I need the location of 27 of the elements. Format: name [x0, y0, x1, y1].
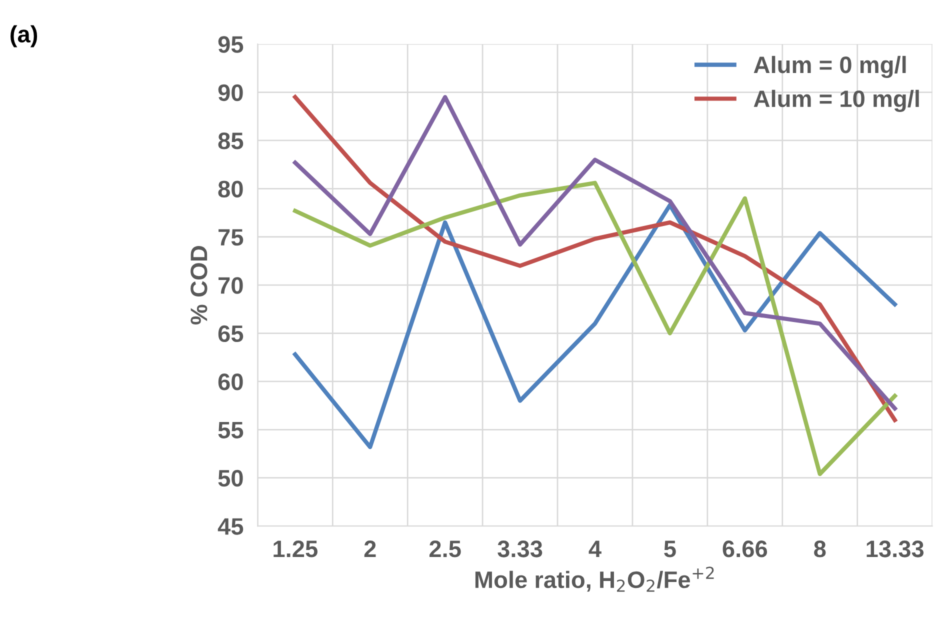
y-tick-label: 90	[218, 84, 243, 102]
x-tick-label: 2	[364, 540, 376, 558]
y-axis-title: % COD	[190, 246, 208, 324]
y-tick-label: 75	[218, 229, 244, 246]
legend-label: Alum = 10 mg/l	[754, 90, 919, 112]
x-axis-title: Mole ratio, H$_{2}$O$_{2}$/Fe$^{+2}$	[475, 566, 714, 592]
x-tick-label: 1.25	[274, 540, 318, 558]
x-tick-label: 4	[588, 540, 602, 558]
y-tick-label: 50	[218, 470, 243, 487]
x-tick-label: 5	[664, 540, 676, 558]
text: (a)	[10, 25, 38, 48]
y-tick-label: 95	[218, 36, 244, 53]
y-tick-label: 55	[218, 422, 244, 438]
y-tick-label: 70	[218, 277, 243, 294]
line-series	[293, 180, 897, 476]
x-tick-label: 13.33	[866, 540, 924, 558]
x-tick-label: 2.5	[429, 540, 461, 558]
y-tick-label: 80	[218, 180, 243, 198]
y-tick-label: 85	[218, 132, 244, 150]
y-tick-label: 65	[218, 325, 244, 342]
legend-label: Alum = 0 mg/l	[754, 56, 906, 78]
y-tick-label: 45	[218, 518, 244, 535]
y-tick-label: 60	[218, 374, 243, 390]
line-series	[293, 202, 897, 450]
x-tick-label: 8	[814, 540, 826, 558]
x-tick-label: 3.33	[498, 540, 542, 558]
x-tick-label: 6.66	[722, 540, 768, 558]
